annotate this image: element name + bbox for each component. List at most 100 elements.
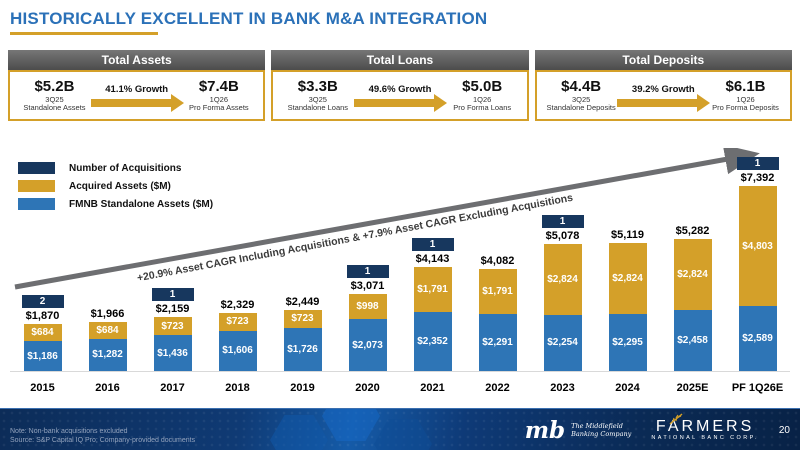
proforma-stat: $7.4B 1Q26 Pro Forma Assets: [189, 78, 249, 113]
acquired-assets-segment: $723: [153, 317, 192, 336]
bar-column: 1 $5,078 $2,824 $2,254: [530, 215, 595, 371]
bar-total-label: $4,143: [415, 253, 450, 266]
legend-item: FMNB Standalone Assets ($M): [18, 198, 213, 210]
acquisition-count-badge: 1: [736, 157, 779, 171]
proforma-stat: $6.1B 1Q26 Pro Forma Deposits: [712, 78, 779, 113]
standalone-assets-segment: $2,589: [738, 306, 777, 371]
standalone-assets-segment: $2,291: [478, 313, 517, 371]
x-axis-tick-label: 2025E: [676, 382, 709, 394]
x-axis-tick-label: 2023: [550, 382, 575, 394]
standalone-assets-segment: $1,436: [153, 335, 192, 371]
x-axis-tick-label: 2024: [615, 382, 640, 394]
x-axis-tick-label: 2019: [290, 382, 315, 394]
acquired-assets-segment: $998: [348, 294, 387, 320]
bar-column: 1 $3,071 $998 $2,073: [335, 265, 400, 371]
standalone-assets-segment: $2,073: [348, 319, 387, 371]
source-line: Source: S&P Capital IQ Pro; Company-prov…: [10, 437, 196, 444]
box-header: Total Deposits: [534, 50, 792, 70]
bar-column: 1 $4,143 $1,791 $2,352: [400, 238, 465, 371]
bar-total-label: $5,282: [675, 224, 710, 237]
acquired-assets-segment: $2,824: [608, 243, 647, 314]
chart-legend: Number of Acquisitions Acquired Assets (…: [18, 162, 213, 216]
x-axis-tick-label: 2016: [95, 382, 120, 394]
acquired-assets-segment: $2,824: [543, 244, 582, 315]
x-axis-tick-label: 2021: [420, 382, 445, 394]
x-axis-tick-label: 2020: [355, 382, 380, 394]
proforma-stat: $5.0B 1Q26 Pro Forma Loans: [453, 78, 512, 113]
acquisition-count-badge: 1: [151, 288, 194, 302]
summary-boxes: Total Assets $5.2B 3Q25 Standalone Asset…: [8, 50, 792, 121]
standalone-assets-segment: $1,186: [23, 341, 62, 371]
acquired-assets-segment: $723: [218, 312, 257, 331]
bar-column: $2,329 $723 $1,606: [205, 299, 270, 371]
standalone-stat: $3.3B 3Q25 Standalone Loans: [287, 78, 349, 113]
acquisition-count-badge: 1: [411, 238, 454, 252]
summary-box-total-assets: Total Assets $5.2B 3Q25 Standalone Asset…: [8, 50, 266, 121]
bar-column: $1,966 $684 $1,282: [75, 308, 140, 371]
acquired-assets-segment: $1,791: [413, 267, 452, 313]
growth-indicator: 49.6% Growth: [354, 84, 447, 112]
bar-total-label: $2,159: [155, 303, 190, 316]
bar-total-label: $1,870: [25, 310, 60, 323]
bar-total-label: $2,449: [285, 295, 320, 308]
bar-total-label: $5,078: [545, 230, 580, 243]
x-axis-tick-label: 2022: [485, 382, 510, 394]
summary-box-total-loans: Total Loans $3.3B 3Q25 Standalone Loans …: [271, 50, 529, 121]
right-arrow-icon: [617, 94, 711, 112]
bar-column: 2 $1,870 $684 $1,186: [10, 295, 75, 371]
legend-item: Acquired Assets ($M): [18, 180, 213, 192]
acquisitions-chart: +20.9% Asset CAGR Including Acquisitions…: [10, 148, 790, 394]
acquired-assets-segment: $1,791: [478, 268, 517, 314]
wheat-icon: [669, 413, 683, 425]
bar-series: 2 $1,870 $684 $1,186 $1,966 $684 $1,282 1 $2,159…: [10, 148, 790, 372]
bar-column: 1 $2,159 $723 $1,436: [140, 288, 205, 371]
acquired-assets-segment: $723: [283, 309, 322, 328]
acquired-assets-segment: $4,803: [738, 186, 777, 307]
trend-arrow-icon: [14, 148, 760, 290]
standalone-assets-segment: $2,458: [673, 309, 712, 371]
bar-total-label: $1,966: [90, 307, 125, 320]
legend-swatch-blue: [18, 198, 55, 210]
standalone-assets-segment: $2,295: [608, 313, 647, 371]
bar-column: $4,082 $1,791 $2,291: [465, 255, 530, 371]
summary-box-total-deposits: Total Deposits $4.4B 3Q25 Standalone Dep…: [534, 50, 792, 121]
standalone-assets-segment: $1,282: [88, 338, 127, 371]
standalone-stat: $5.2B 3Q25 Standalone Assets: [23, 78, 86, 113]
bar-total-label: $2,329: [220, 298, 255, 311]
box-header: Total Assets: [8, 50, 266, 70]
box-header: Total Loans: [271, 50, 529, 70]
page-number: 20: [778, 424, 790, 436]
x-axis-tick-label: 2015: [30, 382, 55, 394]
x-axis-tick-label: 2018: [225, 382, 250, 394]
x-axis-labels: 2015 2016 2017 2018 2019 2020 2021 2022 2023 2024…: [10, 382, 790, 394]
acquired-assets-segment: $2,824: [673, 238, 712, 310]
acquired-assets-segment: $684: [23, 324, 62, 342]
bar-column: $2,449 $723 $1,726: [270, 296, 335, 371]
footnotes: Note: Non-bank acquisitions excluded Sou…: [10, 427, 195, 445]
standalone-assets-segment: $1,726: [283, 327, 322, 371]
farmers-national-banc-logo: FARMERS NATIONAL BANC CORP.: [651, 413, 759, 441]
x-axis-tick-label: PF 1Q26E: [731, 382, 784, 394]
acquisition-count-badge: 1: [541, 215, 584, 229]
bar-column: 1 $7,392 $4,803 $2,589: [725, 157, 790, 371]
x-axis-tick-label: 2017: [160, 382, 185, 394]
standalone-assets-segment: $2,254: [543, 314, 582, 371]
note-line: Note: Non-bank acquisitions excluded: [10, 428, 128, 435]
standalone-stat: $4.4B 3Q25 Standalone Deposits: [546, 78, 616, 113]
bar-column: $5,119 $2,824 $2,295: [595, 229, 660, 371]
right-arrow-icon: [354, 94, 447, 112]
page-title: HISTORICALLY EXCELLENT IN BANK M&A INTEG…: [10, 9, 488, 28]
growth-indicator: 41.1% Growth: [90, 84, 184, 112]
acquisition-count-badge: 2: [21, 295, 64, 309]
middlefield-banking-logo: mb The Middlefield Banking Company: [524, 416, 632, 444]
acquired-assets-segment: $684: [88, 321, 127, 339]
bar-total-label: $7,392: [740, 172, 775, 185]
growth-indicator: 39.2% Growth: [617, 84, 711, 112]
footer-band: Note: Non-bank acquisitions excluded Sou…: [0, 408, 800, 450]
right-arrow-icon: [90, 94, 184, 112]
bar-column: $5,282 $2,824 $2,458: [660, 225, 725, 371]
standalone-assets-segment: $1,606: [218, 330, 257, 371]
title-underline: [10, 32, 158, 35]
standalone-assets-segment: $2,352: [413, 312, 452, 371]
